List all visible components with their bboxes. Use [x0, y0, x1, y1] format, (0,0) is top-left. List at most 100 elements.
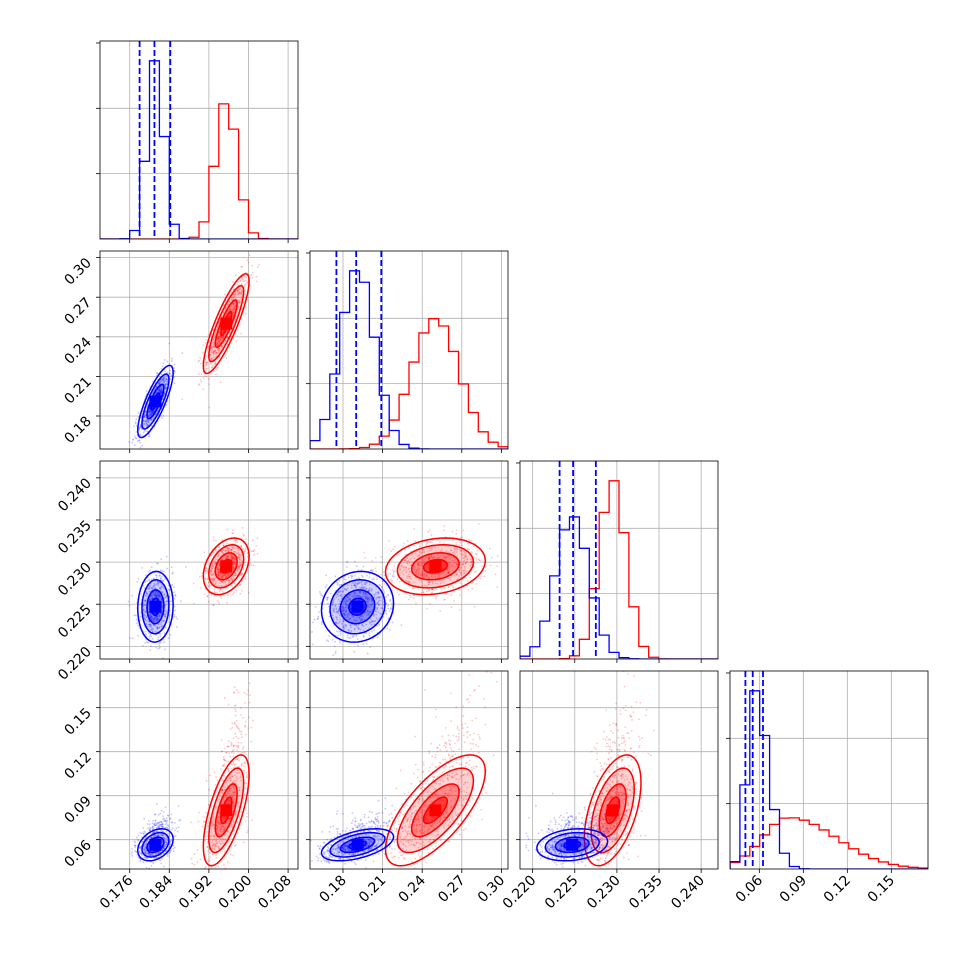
sample-point: [216, 880, 218, 882]
sample-point: [216, 368, 218, 370]
sample-point: [250, 550, 252, 552]
sample-point: [398, 594, 400, 596]
sample-point: [251, 265, 253, 267]
sample-point: [413, 595, 415, 597]
sample-point: [245, 721, 247, 723]
sample-point: [335, 651, 337, 653]
sample-point: [315, 606, 317, 608]
sample-point: [235, 745, 237, 747]
sample-point: [459, 609, 461, 611]
y-tick-label: 0.235: [55, 517, 95, 557]
sample-point: [239, 584, 241, 586]
sample-point: [450, 594, 452, 596]
sample-point: [295, 637, 297, 639]
sample-point: [210, 875, 212, 877]
sample-point: [168, 343, 170, 345]
sample-point: [474, 606, 476, 608]
sample-point: [244, 702, 246, 704]
sample-point: [162, 415, 164, 417]
sample-point: [257, 553, 259, 555]
sample-point: [317, 616, 319, 618]
sample-point: [150, 645, 152, 647]
sample-point: [402, 545, 404, 547]
sample-point: [191, 863, 193, 865]
scatter-panel-1-0: 0.180.210.240.270.30: [61, 245, 298, 468]
sample-point: [142, 645, 144, 647]
sample-point: [240, 333, 242, 335]
sample-point: [249, 682, 251, 684]
sample-point: [245, 313, 247, 315]
sample-point: [377, 637, 379, 639]
sample-point: [246, 831, 248, 833]
sample-point: [429, 529, 431, 531]
sample-point: [217, 600, 219, 602]
sample-point: [481, 576, 483, 578]
sample-point: [207, 334, 209, 336]
sample-point: [491, 557, 493, 559]
sample-point: [245, 820, 247, 822]
sample-point: [203, 377, 205, 379]
sample-point: [444, 599, 446, 601]
sample-point: [171, 358, 173, 360]
sample-point: [214, 771, 216, 773]
sample-point: [137, 625, 139, 627]
sample-point: [181, 398, 183, 400]
sample-point: [128, 601, 130, 603]
sample-point: [145, 574, 147, 576]
sample-point: [220, 381, 222, 383]
sample-point: [346, 566, 348, 568]
sample-point: [235, 736, 237, 738]
sample-point: [367, 653, 369, 655]
sample-point: [245, 578, 247, 580]
sample-point: [223, 864, 225, 866]
sample-point: [356, 565, 358, 567]
sample-point: [325, 574, 327, 576]
sample-point: [250, 741, 252, 743]
sample-point: [215, 373, 217, 375]
sample-point: [133, 615, 135, 617]
sample-point: [319, 591, 321, 593]
sample-point: [215, 867, 217, 869]
sample-point: [252, 272, 254, 274]
sample-point: [225, 357, 227, 359]
sample-point: [204, 593, 206, 595]
y-tick-label: 0.230: [55, 560, 95, 600]
sample-point: [135, 437, 137, 439]
x-tick-label: 0.06: [733, 872, 766, 905]
sample-point: [256, 276, 258, 278]
sample-point: [251, 277, 253, 279]
sample-point: [146, 390, 148, 392]
sample-point: [230, 853, 232, 855]
sample-point: [455, 533, 457, 535]
sample-point: [215, 540, 217, 542]
sample-point: [240, 752, 242, 754]
sample-point: [427, 531, 429, 533]
sample-point: [221, 871, 223, 873]
sample-point: [205, 342, 207, 344]
sample-point: [496, 586, 498, 588]
sample-point: [496, 565, 498, 567]
sample-point: [227, 761, 229, 763]
sample-point: [141, 567, 143, 569]
sample-point: [240, 661, 242, 663]
sample-point: [480, 578, 482, 580]
sample-point: [312, 643, 314, 645]
sample-point: [166, 568, 168, 570]
sample-point: [312, 622, 314, 624]
sample-point: [131, 595, 133, 597]
sample-point: [235, 274, 237, 276]
sample-point: [158, 644, 160, 646]
sample-point: [149, 649, 151, 651]
sample-point: [176, 626, 178, 628]
sample-point: [160, 558, 162, 560]
sample-point: [137, 453, 139, 455]
diag-panel-1: [306, 251, 508, 453]
sample-point: [238, 742, 240, 744]
sample-point: [135, 418, 137, 420]
sample-point: [144, 642, 146, 644]
sample-point: [207, 595, 209, 597]
sample-point: [431, 534, 433, 536]
